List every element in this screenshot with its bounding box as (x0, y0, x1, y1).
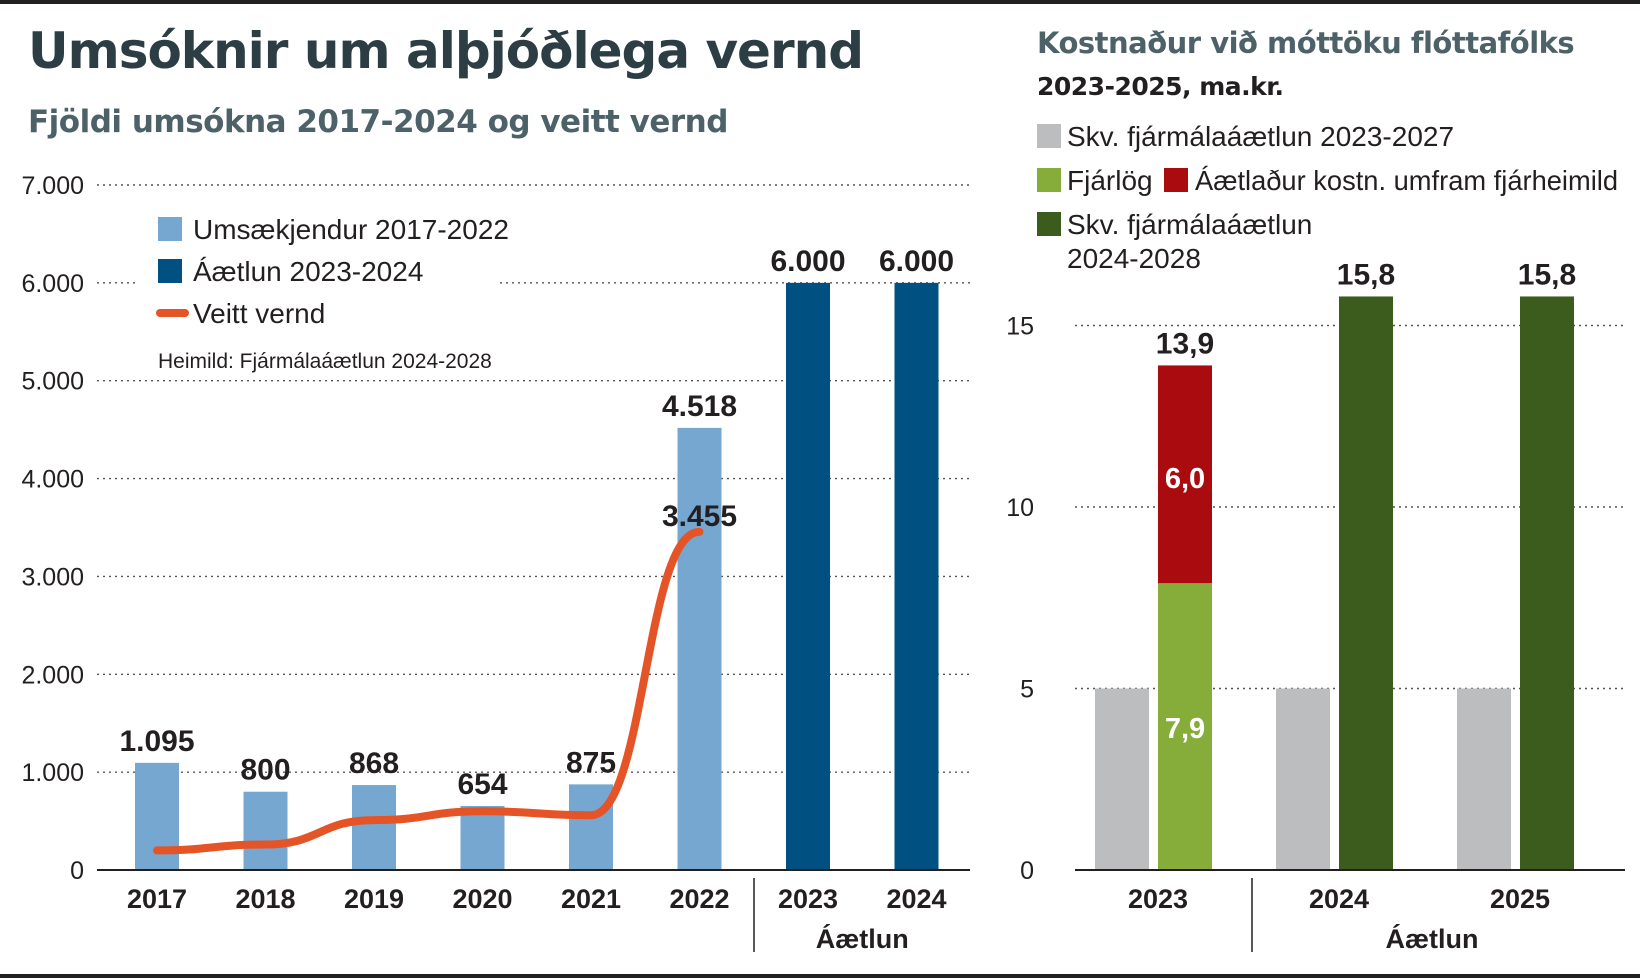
bar-segment (1339, 296, 1393, 871)
x-tick-label: 2023 (778, 884, 838, 914)
bar-segment (1158, 365, 1212, 584)
source-note: Heimild: Fjármálaáætlun 2024-2028 (158, 350, 492, 373)
legend-swatch (1164, 168, 1188, 192)
bar-value-label: 6.000 (770, 245, 845, 278)
bar (1457, 688, 1511, 870)
x-tick-label: 2019 (344, 884, 404, 914)
bar-segment (1158, 583, 1212, 870)
bar-segment (1520, 296, 1574, 871)
y-tick-label: 4.000 (21, 466, 84, 494)
applications-chart: 0 1.000 2.000 3.000 4.000 5.000 6.000 7.000 1.09… (21, 172, 970, 954)
x-tick-label: 2017 (127, 884, 187, 914)
y-tick-label: 6.000 (21, 270, 84, 298)
bar (1276, 688, 1330, 870)
y-tick-label: 1.000 (21, 759, 84, 787)
bar (894, 282, 939, 870)
bar-value-label: 6.000 (879, 245, 954, 278)
legend-swatch (1037, 212, 1061, 236)
bar (569, 784, 613, 870)
legend-label: Skv. fjármálaáætlun 2024-2028 (1067, 209, 1312, 274)
y-tick-label: 10 (1006, 494, 1034, 522)
y-tick-label: 5.000 (21, 368, 84, 396)
bar (677, 427, 722, 870)
right-chart-title: Kostnaður við móttöku flóttafólks (1037, 26, 1575, 60)
legend-label: Fjárlög (1067, 165, 1153, 196)
right-chart-subtitle: 2023-2025, ma.kr. (1037, 72, 1284, 101)
legend-swatch (1037, 124, 1061, 148)
cost-chart: 0 5 10 15 7,9 6,0 13,9 15,8 15,8 2023 2024 2025 Áætl… (1006, 121, 1625, 954)
bar-value-label: 654 (457, 768, 507, 801)
bar (352, 785, 396, 870)
x-tick-label: 2023 (1128, 884, 1188, 914)
segment-value-label: 6,0 (1165, 463, 1205, 495)
segment-value-label: 7,9 (1165, 713, 1205, 745)
top-border (0, 0, 1640, 4)
legend-label: Veitt vernd (193, 298, 325, 329)
x-tick-label: 2022 (669, 884, 729, 914)
y-tick-label: 2.000 (21, 661, 84, 689)
bar (1095, 688, 1149, 870)
total-value-label: 15,8 (1337, 258, 1395, 291)
total-value-label: 15,8 (1518, 258, 1576, 291)
bottom-border (0, 974, 1640, 978)
bar-value-label: 1.095 (119, 725, 194, 758)
y-tick-label: 5 (1020, 676, 1034, 704)
bar (243, 791, 288, 870)
bar-value-label: 868 (349, 747, 399, 780)
legend-swatch (158, 217, 182, 241)
y-tick-label: 3.000 (21, 563, 84, 591)
y-tick-label: 0 (70, 857, 84, 885)
bar (460, 806, 505, 870)
x-tick-label: 2018 (235, 884, 295, 914)
y-tick-label: 0 (1020, 857, 1034, 885)
legend-label: Áætlaður kostn. umfram fjárheimild (1195, 165, 1618, 196)
x-tick-label: 2021 (561, 884, 621, 914)
bar-value-label: 800 (240, 754, 290, 787)
x-tick-label: 2024 (886, 884, 946, 914)
x-tick-label: 2025 (1490, 884, 1550, 914)
veitt-vernd-line (153, 527, 704, 855)
y-tick-label: 15 (1006, 313, 1034, 341)
bar (786, 282, 830, 870)
total-value-label: 13,9 (1156, 327, 1214, 360)
legend-label: Umsækjendur 2017-2022 (193, 214, 509, 245)
x-tick-label: 2024 (1309, 884, 1369, 914)
legend-swatch (1037, 168, 1061, 192)
plan-label: Áætlun (816, 923, 909, 954)
legend-swatch (158, 259, 182, 283)
bar-value-label: 4.518 (662, 390, 737, 423)
x-tick-label: 2020 (452, 884, 512, 914)
legend-label: Áætlun 2023-2024 (193, 256, 423, 287)
bar-value-label: 875 (566, 746, 616, 779)
legend-label: Skv. fjármálaáætlun 2023-2027 (1067, 121, 1454, 152)
line-value-label: 3.455 (662, 500, 737, 533)
left-chart-title: Umsóknir um alþjóðlega vernd (28, 22, 864, 80)
left-chart-subtitle: Fjöldi umsókna 2017-2024 og veitt vernd (28, 104, 728, 140)
plan-label: Áætlun (1386, 923, 1479, 954)
y-tick-label: 7.000 (21, 172, 84, 200)
